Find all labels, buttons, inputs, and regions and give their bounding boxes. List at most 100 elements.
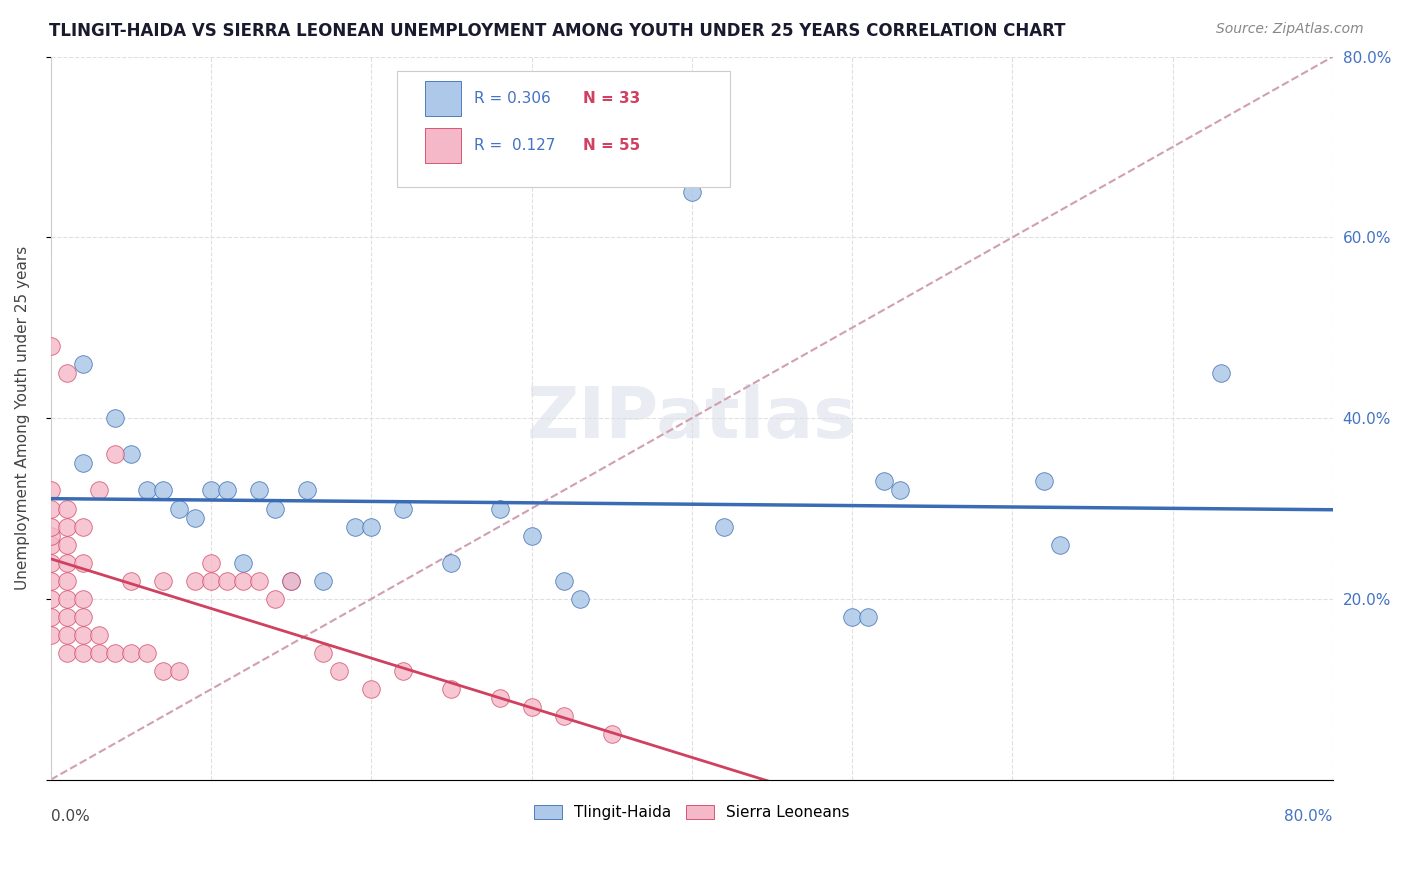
Point: [72, 456, 94, 470]
Point: [440, 556, 463, 570]
Point: [167, 501, 190, 516]
Point: [56, 574, 79, 588]
Point: [39, 556, 62, 570]
Point: [87, 483, 110, 498]
Point: [360, 519, 382, 533]
Point: [56, 591, 79, 606]
Point: [568, 591, 591, 606]
Point: [184, 574, 207, 588]
Point: [72, 646, 94, 660]
Point: [600, 727, 623, 741]
Text: N = 55: N = 55: [583, 138, 640, 153]
Point: [232, 574, 254, 588]
Point: [56, 610, 79, 624]
Point: [217, 483, 239, 498]
Point: [392, 664, 415, 678]
Point: [1049, 538, 1071, 552]
Text: ZIPatlas: ZIPatlas: [527, 384, 856, 452]
Point: [217, 574, 239, 588]
Point: [56, 501, 79, 516]
Point: [392, 501, 415, 516]
Point: [56, 366, 79, 380]
Point: [488, 691, 510, 706]
Point: [39, 610, 62, 624]
Point: [72, 591, 94, 606]
Point: [136, 646, 159, 660]
Point: [136, 483, 159, 498]
Point: [152, 483, 174, 498]
Point: [841, 610, 863, 624]
Text: R = 0.306: R = 0.306: [474, 91, 551, 106]
Point: [87, 646, 110, 660]
Text: R =  0.127: R = 0.127: [474, 138, 555, 153]
Point: [152, 574, 174, 588]
Point: [200, 556, 222, 570]
Point: [39, 574, 62, 588]
Point: [312, 574, 335, 588]
Point: [297, 483, 319, 498]
Point: [488, 501, 510, 516]
Point: [56, 628, 79, 642]
Legend: Tlingit-Haida, Sierra Leoneans: Tlingit-Haida, Sierra Leoneans: [529, 798, 856, 826]
Point: [184, 510, 207, 524]
Point: [1209, 366, 1232, 380]
Point: [247, 574, 270, 588]
Point: [167, 664, 190, 678]
Point: [344, 519, 367, 533]
Point: [681, 186, 703, 200]
Point: [360, 682, 382, 697]
Point: [713, 519, 735, 533]
Point: [264, 501, 287, 516]
Bar: [425, 81, 461, 116]
Bar: [425, 128, 461, 163]
Point: [56, 538, 79, 552]
Point: [56, 646, 79, 660]
Point: [520, 528, 543, 542]
Point: [87, 628, 110, 642]
Point: [873, 475, 896, 489]
Y-axis label: Unemployment Among Youth under 25 years: Unemployment Among Youth under 25 years: [15, 246, 30, 591]
Point: [120, 447, 142, 461]
Point: [553, 574, 575, 588]
Point: [1033, 475, 1056, 489]
Point: [72, 628, 94, 642]
Point: [232, 556, 254, 570]
Point: [104, 646, 127, 660]
Point: [39, 591, 62, 606]
Point: [328, 664, 350, 678]
Point: [120, 646, 142, 660]
Text: 80.0%: 80.0%: [1285, 808, 1333, 823]
Text: 0.0%: 0.0%: [51, 808, 90, 823]
Text: N = 33: N = 33: [583, 91, 640, 106]
Point: [280, 574, 302, 588]
Point: [856, 610, 879, 624]
Point: [440, 682, 463, 697]
Point: [39, 339, 62, 353]
Point: [264, 591, 287, 606]
Point: [104, 447, 127, 461]
Point: [247, 483, 270, 498]
Point: [200, 483, 222, 498]
Point: [312, 646, 335, 660]
Point: [39, 628, 62, 642]
Point: [889, 483, 911, 498]
Point: [39, 538, 62, 552]
Point: [553, 709, 575, 723]
Point: [72, 556, 94, 570]
Text: Source: ZipAtlas.com: Source: ZipAtlas.com: [1216, 22, 1364, 37]
Point: [72, 519, 94, 533]
Point: [104, 411, 127, 425]
Point: [39, 501, 62, 516]
Point: [152, 664, 174, 678]
Point: [56, 556, 79, 570]
Point: [120, 574, 142, 588]
Point: [39, 483, 62, 498]
FancyBboxPatch shape: [396, 71, 730, 186]
Point: [56, 519, 79, 533]
Text: TLINGIT-HAIDA VS SIERRA LEONEAN UNEMPLOYMENT AMONG YOUTH UNDER 25 YEARS CORRELAT: TLINGIT-HAIDA VS SIERRA LEONEAN UNEMPLOY…: [49, 22, 1066, 40]
Point: [72, 357, 94, 371]
Point: [200, 574, 222, 588]
Point: [72, 610, 94, 624]
Point: [39, 528, 62, 542]
Point: [39, 519, 62, 533]
